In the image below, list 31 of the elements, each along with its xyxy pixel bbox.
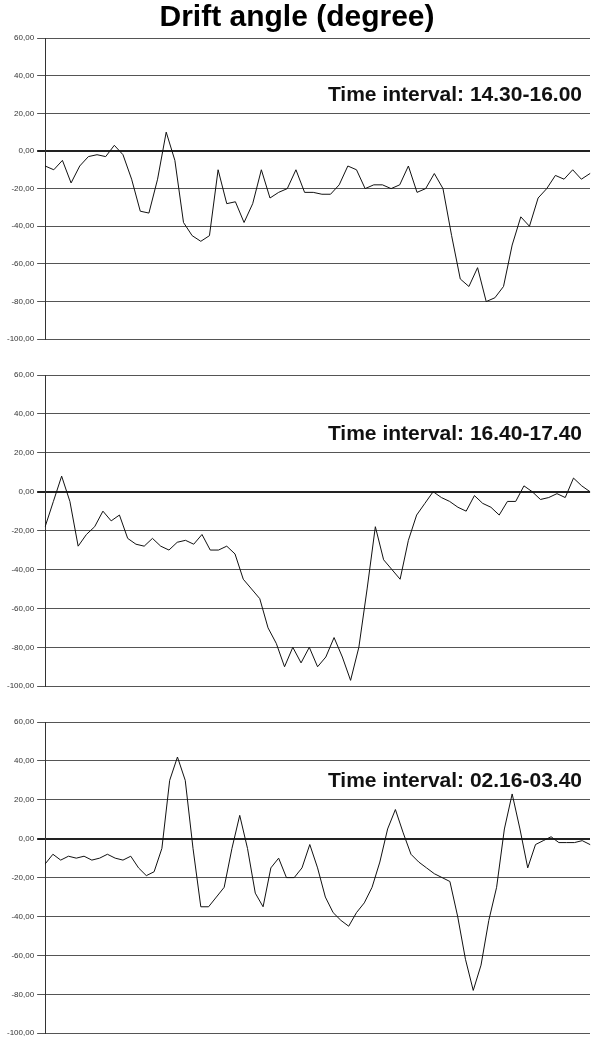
y-tick-label: 20,00 — [14, 795, 35, 804]
y-tick-label: -20,00 — [11, 872, 35, 882]
y-tick-label: 60,00 — [14, 33, 35, 43]
y-tick-label: -80,00 — [11, 296, 35, 306]
y-tick-label: 40,00 — [14, 409, 35, 419]
y-tick-label: -80,00 — [11, 989, 35, 999]
text: Time interval: 14.30-16.00 — [327, 82, 582, 106]
chart-title: Drift angle (degree) — [159, 0, 435, 33]
y-tick-label: -40,00 — [11, 564, 35, 574]
y-tick-label: -100,00 — [6, 334, 35, 344]
y-tick-label: 60,00 — [14, 717, 35, 727]
y-tick-label: -100,00 — [6, 681, 35, 691]
y-tick-label: -100,00 — [6, 1028, 35, 1038]
y-tick-label: -40,00 — [11, 221, 35, 231]
y-tick-label: 20,00 — [14, 448, 35, 457]
y-tick-label: 40,00 — [14, 756, 35, 766]
y-tick-label: 0,00 — [18, 486, 35, 496]
y-tick-label: -40,00 — [11, 911, 35, 921]
y-tick-label: -60,00 — [11, 259, 35, 269]
y-tick-label: -20,00 — [11, 525, 35, 535]
text: Time interval: 16.40-17.40 — [327, 420, 582, 444]
y-tick-label: 0,00 — [18, 146, 35, 156]
y-tick-label: -60,00 — [11, 603, 35, 613]
y-tick-label: -80,00 — [11, 642, 35, 652]
y-tick-label: 0,00 — [18, 833, 35, 843]
y-tick-label: 20,00 — [14, 108, 35, 118]
y-tick-label: 60,00 — [14, 370, 35, 380]
y-tick-label: 40,00 — [14, 70, 35, 80]
y-tick-label: -60,00 — [11, 950, 35, 960]
text: Time interval: 02.16-03.40 — [327, 767, 582, 791]
y-tick-label: -20,00 — [11, 183, 35, 193]
